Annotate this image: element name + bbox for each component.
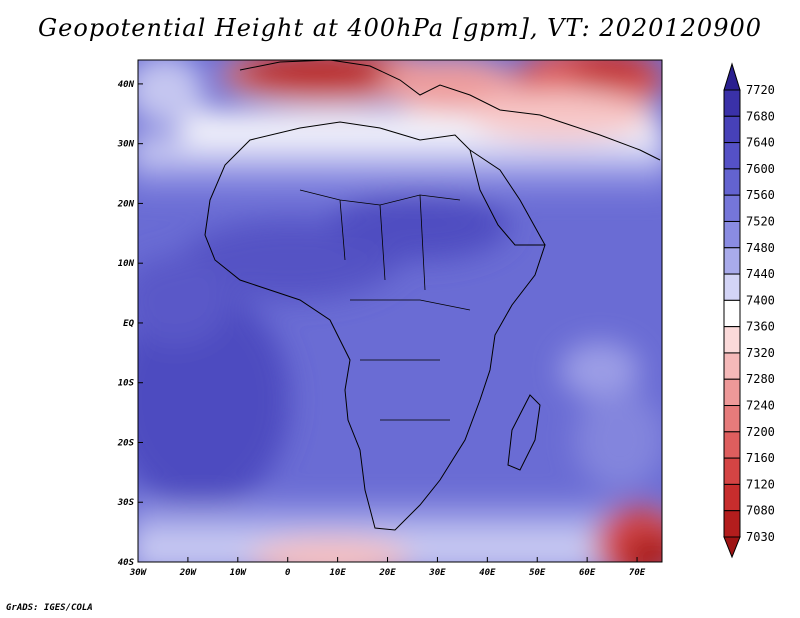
colorbar-segment [723,115,741,144]
colorbar-segment [723,378,741,407]
arabia-coastline [469,149,546,246]
longitude-axis: 30W 20W 10W 0 10E 20E 30E 40E 50E 60E 70E [129,557,646,578]
latitude-axis: 40N 30N 20N 10N EQ 10S 20S 30S 40S [117,80,143,568]
colorbar-label: 7080 [746,504,775,518]
colorbar-label: 7480 [746,241,775,255]
colorbar-segment [723,273,741,301]
colorbar-label: 7160 [746,451,775,465]
lon-tick-label: 20W [179,568,198,578]
colorbar-label: 7200 [746,425,775,439]
lon-tick-label: 10E [329,568,346,578]
lat-tick-label: 20N [117,199,135,209]
lon-tick-label: 30E [428,568,446,578]
map-frame [137,59,663,563]
colorbar-segment [723,220,741,249]
colorbar-label: 7120 [746,477,775,491]
coastlines [204,60,661,531]
lat-tick-label: 30S [117,498,135,508]
lon-tick-label: 0 [285,568,291,578]
colorbar-segment [723,510,741,538]
colorbar-cap-bottom [723,536,741,559]
colorbar-segment [723,142,741,170]
colorbar-cap-top [723,62,741,91]
colorbar-segment [723,457,741,485]
lon-tick-label: 60E [579,568,596,578]
lat-tick-label: 30N [117,140,135,150]
colorbar-label: 7640 [746,136,775,150]
colorbar-label: 7680 [746,109,775,123]
colorbar-label: 7400 [746,293,775,307]
colorbar-segment [723,483,741,512]
lon-tick-label: 40E [479,568,496,578]
lat-tick-label: 20S [117,438,135,448]
colorbar-label: 7320 [746,346,775,360]
lon-tick-label: 30W [129,568,148,578]
colorbar-label: 7560 [746,188,775,202]
colorbar-segment [723,352,741,380]
colorbar-label: 7600 [746,162,775,176]
colorbar-segment [723,247,741,275]
europe-coastline [239,60,661,161]
colorbar-label: 7360 [746,320,775,334]
colorbar-label: 7720 [746,83,775,97]
lat-tick-label: 40N [118,80,135,90]
colorbar: 7720 7680 7640 7600 7560 7520 7480 7440 7400 7360… [723,62,775,559]
lon-tick-label: 50E [529,568,546,578]
colorbar-label: 7440 [746,267,775,281]
colorbar-segment [723,405,741,433]
colorbar-segment [723,431,741,459]
lon-tick-label: 20E [378,568,396,578]
colorbar-segment [723,326,741,354]
colorbar-label: 7520 [746,214,775,228]
map-title: Geopotential Height at 400hPa [gpm], VT:… [38,14,762,42]
colorbar-segment [723,194,741,222]
lat-tick-label: 10N [118,259,135,269]
colorbar-label: 7030 [746,530,775,544]
colorbar-segment [723,89,741,117]
lon-tick-label: 10W [230,568,248,578]
lon-tick-label: 70E [629,568,646,578]
height-field [138,60,662,562]
colorbar-segment [723,299,741,328]
colorbar-label: 7280 [746,372,775,386]
grads-credit: GrADS: IGES/COLA [6,603,93,613]
lat-tick-label: 10S [118,379,135,389]
lat-tick-label: 40S [118,558,135,568]
colorbar-label: 7240 [746,399,775,413]
borders [299,189,471,421]
colorbar-segment [723,168,741,196]
lat-tick-label: EQ [123,319,134,329]
madagascar-coastline [507,394,541,471]
africa-coastline [204,121,546,531]
